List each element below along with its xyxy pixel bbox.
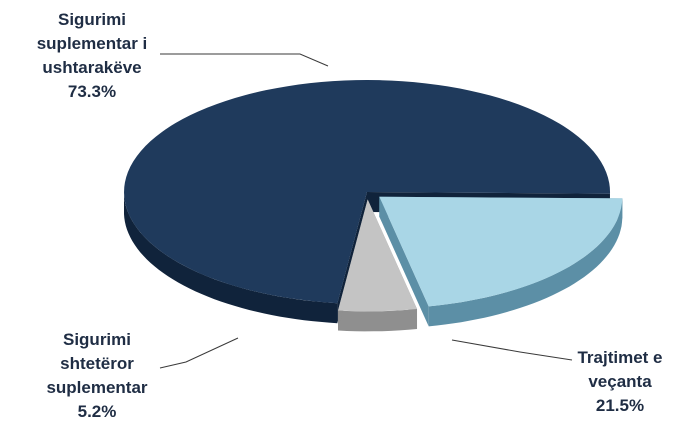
- slice-trajtimet-side: [428, 198, 623, 327]
- data-label-value: 73.3%: [67, 82, 117, 101]
- data-label-line: suplementar i: [36, 34, 148, 53]
- data-label-line: shtetëror: [60, 354, 134, 373]
- slice-shteteror: [338, 199, 417, 312]
- data-label-line: veçanta: [588, 372, 652, 391]
- slice-trajtimet-cut: [379, 196, 429, 327]
- leader-line-3: [159, 337, 239, 369]
- slice-ushtarakeve: [124, 80, 611, 304]
- data-label-ushtarakeve: Sigurimi suplementar i ushtarakëve 73.3%: [12, 8, 172, 104]
- leader-lines: [159, 53, 573, 369]
- slice-ushtarakeve-side: [124, 190, 338, 324]
- data-label-trajtimet: Trajtimet e veçanta 21.5%: [560, 346, 680, 418]
- data-label-value: 5.2%: [77, 402, 117, 421]
- slice-tops: [124, 80, 623, 312]
- data-label-line: Sigurimi: [57, 10, 126, 29]
- data-label-line: suplementar: [46, 378, 148, 397]
- data-label-shteteror: Sigurimi shtetëror suplementar 5.2%: [22, 328, 172, 424]
- data-label-line: ushtarakëve: [42, 58, 142, 77]
- data-label-line: Sigurimi: [62, 330, 131, 349]
- slice-shteteror-side: [338, 309, 417, 332]
- data-label-line: Trajtimet e: [577, 348, 663, 367]
- leader-line-2: [451, 339, 573, 361]
- slice-trajtimet: [379, 196, 623, 307]
- leader-line-1: [160, 53, 329, 67]
- data-label-value: 21.5%: [595, 396, 645, 415]
